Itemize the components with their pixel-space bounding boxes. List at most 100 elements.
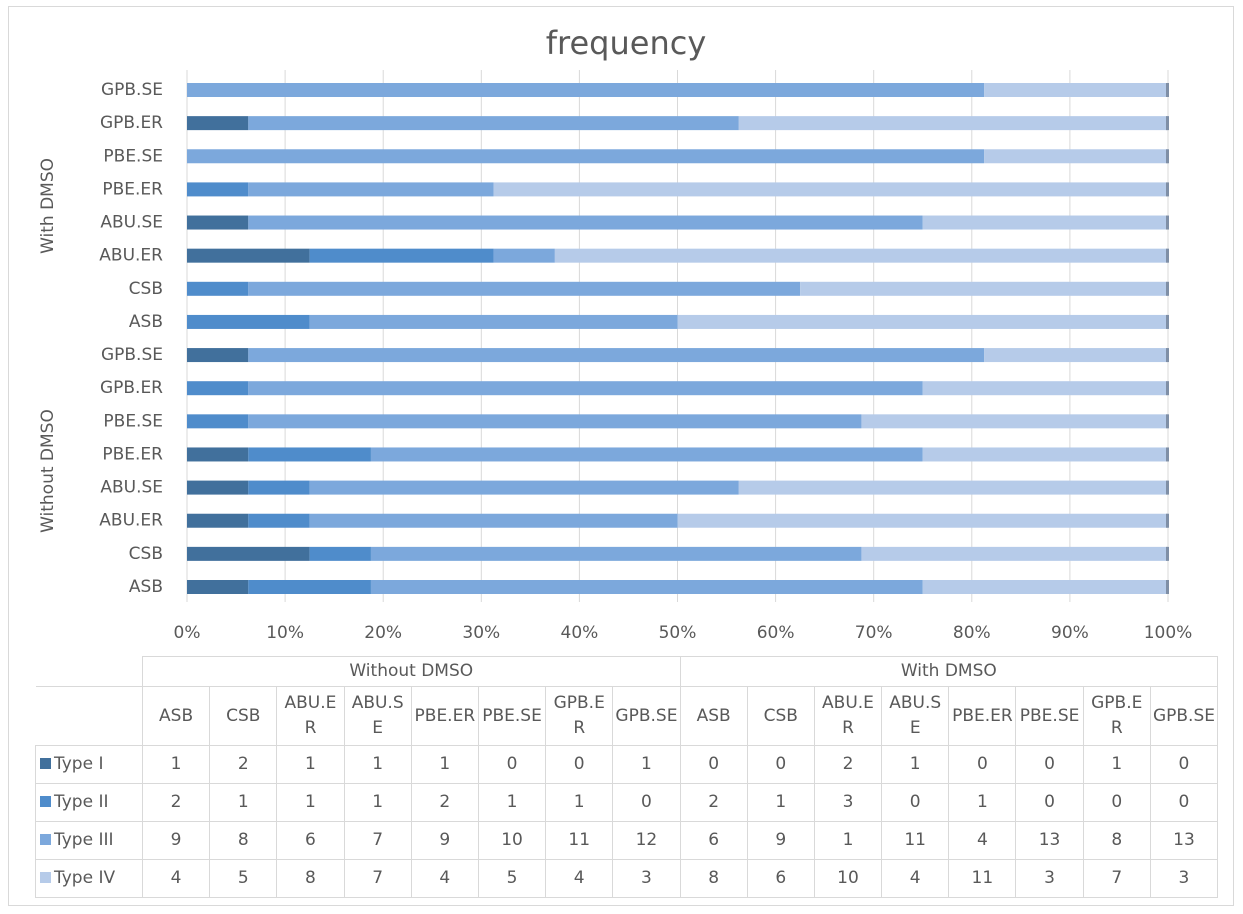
bar-segment <box>922 381 1168 396</box>
table-value: 9 <box>410 821 479 860</box>
bar-end <box>1166 513 1169 528</box>
table-value: 0 <box>746 745 815 784</box>
bar-segment <box>187 546 310 561</box>
table-value: 6 <box>679 821 748 860</box>
bar-segment <box>187 182 249 197</box>
bar-end <box>1166 248 1169 263</box>
table-value: 13 <box>1149 821 1219 860</box>
x-tick-label: 0% <box>174 623 201 643</box>
bar-end <box>1166 314 1169 329</box>
table-value: 10 <box>477 821 547 860</box>
category-header: GPB.SE <box>1149 686 1219 746</box>
category-header: PBE.ER <box>410 686 479 746</box>
table-value: 7 <box>343 859 412 898</box>
table-value: 3 <box>813 783 883 822</box>
table-value: 1 <box>545 783 614 822</box>
category-header: ABU.SE <box>343 686 412 746</box>
x-tick-label: 80% <box>953 623 991 643</box>
table-value: 2 <box>141 783 211 822</box>
table-value: 0 <box>1082 783 1151 822</box>
legend-label: Type III <box>54 830 114 850</box>
bar-segment <box>248 414 862 429</box>
category-header: PBE.SE <box>477 686 547 746</box>
table-value: 8 <box>679 859 748 898</box>
category-header: GPB.SE <box>612 686 681 746</box>
legend-swatch <box>40 796 51 807</box>
category-header: ASB <box>679 686 748 746</box>
category-header: ABU.SE <box>881 686 950 746</box>
bar-segment <box>984 149 1168 164</box>
legend-cell: Type III <box>35 821 143 860</box>
legend-cell: Type IV <box>35 859 143 898</box>
table-value: 6 <box>746 859 815 898</box>
category-header: ABU.ER <box>276 686 345 746</box>
table-value: 3 <box>612 859 681 898</box>
category-header: CSB <box>209 686 278 746</box>
table-value: 1 <box>746 783 815 822</box>
bar-segment <box>309 314 678 329</box>
legend-swatch <box>40 834 51 845</box>
table-value: 1 <box>410 745 479 784</box>
x-tick-label: 90% <box>1051 623 1089 643</box>
bar-end <box>1166 480 1169 495</box>
legend-swatch <box>40 758 51 769</box>
bar-segment <box>984 83 1168 97</box>
category-header: GPB.ER <box>545 686 614 746</box>
y-tick-label: PBE.SE <box>103 146 163 166</box>
category-header: PBE.ER <box>948 686 1017 746</box>
table-value: 2 <box>679 783 748 822</box>
table-value: 2 <box>813 745 883 784</box>
table-value: 1 <box>948 783 1017 822</box>
y-tick-label: GPB.ER <box>100 378 163 398</box>
table-value: 1 <box>813 821 883 860</box>
bar-segment <box>187 83 985 97</box>
group-row: Without DMSO With DMSO <box>35 656 1219 687</box>
legend-cell: Type I <box>35 745 143 784</box>
y-tick-label: ABU.ER <box>99 511 163 531</box>
table-value: 1 <box>343 745 412 784</box>
bar-segment <box>922 447 1168 462</box>
legend-label: Type IV <box>54 868 116 888</box>
table-value: 0 <box>679 745 748 784</box>
series-row: Type II 2 1 1 1 2 1 1 0 2 1 3 0 1 0 0 0 <box>35 783 1219 822</box>
bar-segment <box>187 381 249 396</box>
bar-segment <box>187 281 249 296</box>
bar-segment <box>248 513 310 528</box>
bar-end <box>1166 116 1169 131</box>
bar-segment <box>738 480 1168 495</box>
chart-frame <box>8 6 1234 906</box>
table-value: 4 <box>881 859 950 898</box>
group-label: Without DMSO <box>38 409 58 533</box>
bar-segment <box>248 182 494 197</box>
bar-segment <box>738 116 1168 131</box>
group-header: With DMSO <box>679 656 1219 687</box>
bar-segment <box>309 513 678 528</box>
bar-segment <box>370 546 862 561</box>
bar-segment <box>187 513 249 528</box>
y-tick-label: ASB <box>129 577 163 597</box>
table-value: 6 <box>276 821 345 860</box>
y-tick-label: GPB.SE <box>101 345 163 365</box>
bar-segment <box>248 348 985 363</box>
bar-segment <box>309 546 371 561</box>
table-value: 11 <box>881 821 950 860</box>
y-tick-label: PBE.ER <box>102 444 163 464</box>
bar-segment <box>554 248 1168 263</box>
bar-segment <box>187 248 310 263</box>
table-value: 1 <box>209 783 278 822</box>
bar-segment <box>248 447 371 462</box>
table-value: 1 <box>612 745 681 784</box>
bar-segment <box>187 348 249 363</box>
bar-segment <box>493 182 1168 197</box>
bar-segment <box>187 215 249 230</box>
table-value: 1 <box>141 745 211 784</box>
bar-end <box>1166 546 1169 561</box>
table-value: 0 <box>545 745 614 784</box>
table-value: 0 <box>477 745 547 784</box>
x-tick-label: 60% <box>757 623 795 643</box>
bar-segment <box>677 314 1168 329</box>
category-header: GPB.ER <box>1082 686 1151 746</box>
bar-end <box>1166 348 1169 363</box>
